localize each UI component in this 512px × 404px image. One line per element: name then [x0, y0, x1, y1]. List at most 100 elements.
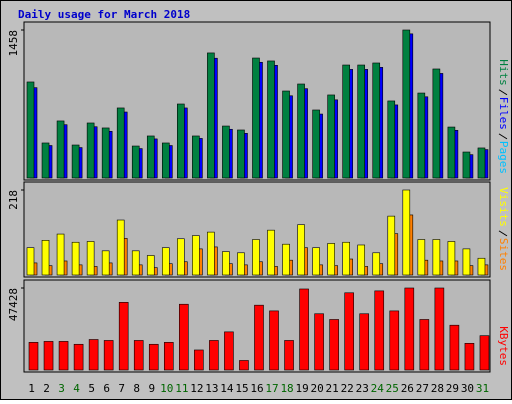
bar — [41, 142, 50, 179]
bar — [133, 340, 144, 371]
bar — [297, 224, 305, 276]
bar — [387, 100, 396, 179]
bar — [177, 238, 185, 276]
bar — [43, 341, 54, 371]
x-tick-label: 28 — [431, 382, 444, 395]
bar — [462, 248, 471, 276]
bar — [73, 343, 84, 371]
y-tick-label: 47428 — [7, 288, 20, 321]
bar — [177, 103, 185, 179]
x-tick-label: 14 — [220, 382, 234, 395]
bar — [148, 343, 159, 371]
bar — [86, 122, 95, 179]
bar — [477, 147, 486, 179]
x-tick-label: 2 — [43, 382, 50, 395]
bar — [207, 231, 215, 276]
bar — [269, 310, 279, 371]
bar — [131, 250, 140, 276]
bar — [237, 252, 245, 276]
bar — [372, 62, 381, 179]
legend-label: Files — [497, 97, 510, 130]
legend-separator — [498, 230, 508, 237]
bar — [464, 343, 475, 371]
x-tick-label: 3 — [58, 382, 65, 395]
bar — [327, 243, 335, 276]
bar — [447, 126, 456, 179]
legend-label: Pages — [497, 141, 510, 174]
bar — [146, 135, 155, 179]
x-tick-label: 12 — [190, 382, 203, 395]
bar — [342, 64, 350, 179]
x-tick-label: 18 — [280, 382, 293, 395]
bar — [434, 287, 445, 371]
x-tick-label: 20 — [311, 382, 324, 395]
x-tick-label: 31 — [476, 382, 489, 395]
x-tick-label: 5 — [88, 382, 95, 395]
bar — [222, 125, 230, 179]
bar — [56, 233, 65, 276]
bar — [28, 342, 39, 371]
legend-label: Visits — [497, 187, 510, 227]
x-tick-label: 29 — [446, 382, 459, 395]
bar — [116, 219, 125, 276]
bar — [103, 340, 114, 371]
bar — [417, 92, 426, 179]
x-tick-label: 30 — [461, 382, 474, 395]
bar — [477, 257, 486, 276]
bar — [41, 239, 50, 276]
bar — [71, 144, 80, 179]
bar — [163, 342, 174, 371]
bar — [312, 109, 320, 179]
bar — [26, 81, 35, 179]
x-tick-label: 17 — [265, 382, 278, 395]
bar — [357, 64, 366, 179]
bar — [387, 215, 396, 276]
x-tick-label: 19 — [295, 382, 308, 395]
bar — [101, 127, 110, 179]
bar — [402, 29, 411, 179]
bar — [374, 290, 385, 371]
bar — [404, 287, 415, 371]
bar — [116, 107, 125, 179]
bar — [329, 319, 339, 371]
legend: KBytes — [497, 326, 510, 366]
bar — [207, 52, 215, 179]
x-tick-label: 23 — [356, 382, 369, 395]
x-tick-label: 9 — [148, 382, 155, 395]
bar — [282, 243, 290, 276]
bar — [447, 241, 456, 276]
x-tick-label: 21 — [326, 382, 339, 395]
bar — [192, 235, 200, 276]
x-tick-label: 13 — [205, 382, 218, 395]
x-tick-label: 10 — [160, 382, 173, 395]
bar — [179, 303, 189, 371]
bar — [419, 319, 430, 371]
bar — [359, 313, 370, 371]
bar — [237, 129, 245, 179]
x-tick-label: 4 — [73, 382, 80, 395]
bar — [389, 310, 400, 371]
x-tick-label: 22 — [341, 382, 354, 395]
bar — [101, 250, 110, 276]
x-tick-label: 25 — [386, 382, 399, 395]
bar — [252, 57, 260, 179]
bar — [282, 90, 290, 179]
bar — [209, 340, 219, 371]
bar — [312, 247, 320, 276]
bar — [372, 252, 381, 276]
bar — [284, 340, 294, 371]
bar — [146, 255, 155, 276]
bar — [402, 189, 411, 276]
bar — [417, 239, 426, 276]
bar — [254, 304, 264, 371]
x-tick-label: 16 — [250, 382, 263, 395]
legend-label: Sites — [497, 238, 510, 271]
bar — [449, 324, 460, 371]
x-tick-label: 8 — [133, 382, 140, 395]
legend-label: Hits — [497, 59, 510, 86]
bar — [344, 292, 354, 371]
bar — [479, 335, 490, 371]
bar — [131, 145, 140, 179]
legend-label: KBytes — [497, 326, 510, 366]
